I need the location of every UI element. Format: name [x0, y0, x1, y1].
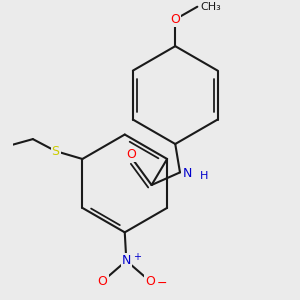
- Text: S: S: [52, 145, 60, 158]
- Text: H: H: [200, 171, 208, 181]
- Text: −: −: [157, 277, 167, 290]
- Text: N: N: [183, 167, 193, 181]
- Text: CH₃: CH₃: [200, 2, 221, 12]
- Text: O: O: [98, 275, 108, 288]
- Text: O: O: [126, 148, 136, 161]
- Text: O: O: [145, 275, 155, 288]
- Text: O: O: [170, 13, 180, 26]
- Text: N: N: [122, 254, 131, 267]
- Text: +: +: [133, 252, 141, 262]
